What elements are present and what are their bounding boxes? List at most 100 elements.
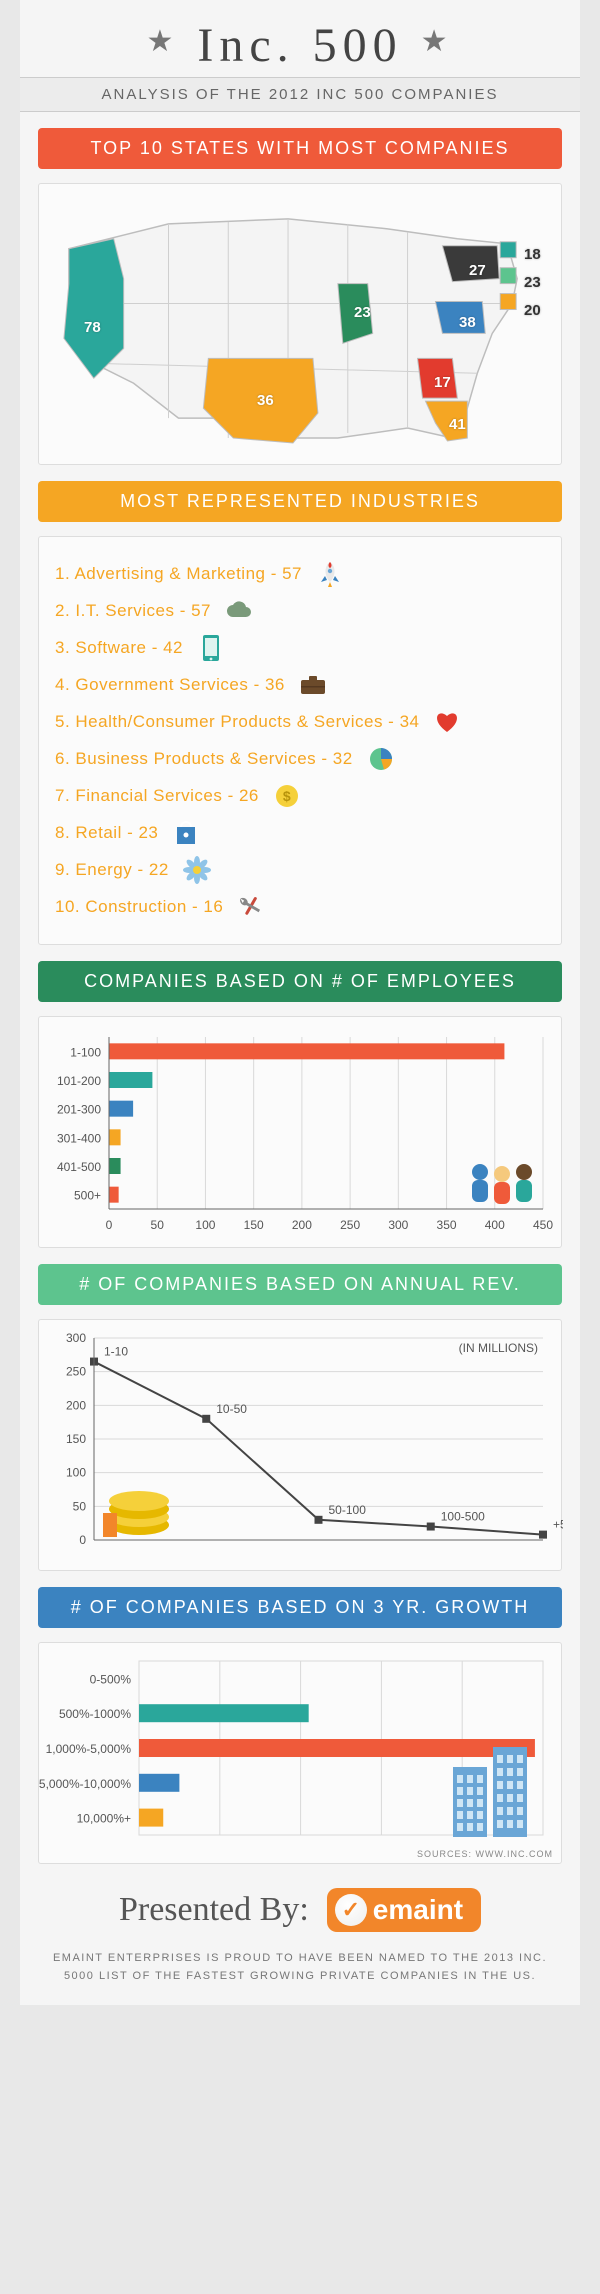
map-value-il: 23 xyxy=(354,304,371,321)
svg-text:5,000%-10,000%: 5,000%-10,000% xyxy=(39,1777,131,1791)
industry-row: 5. Health/Consumer Products & Services -… xyxy=(55,708,545,736)
svg-text:(IN MILLIONS): (IN MILLIONS) xyxy=(459,1341,538,1355)
svg-text:1-10: 1-10 xyxy=(104,1345,128,1359)
svg-text:350: 350 xyxy=(437,1218,457,1232)
industry-text: 6. Business Products & Services - 32 xyxy=(55,749,353,769)
svg-text:50: 50 xyxy=(73,1499,87,1513)
industry-text: 2. I.T. Services - 57 xyxy=(55,601,211,621)
check-icon: ✓ xyxy=(335,1894,367,1926)
svg-text:500%-1000%: 500%-1000% xyxy=(59,1707,131,1721)
svg-text:400: 400 xyxy=(485,1218,505,1232)
industries-list: 1. Advertising & Marketing - 57 2. I.T. … xyxy=(38,536,562,945)
growth-chart-svg: 0-500% 500%-1000% 1,000%-5,000% 5,000%-10,0… xyxy=(39,1643,563,1863)
svg-text:100-500: 100-500 xyxy=(441,1510,485,1524)
svg-text:150: 150 xyxy=(244,1218,264,1232)
industry-row: 9. Energy - 22 xyxy=(55,856,545,884)
map-value-va: 38 xyxy=(459,314,476,331)
subtitle: ANALYSIS OF THE 2012 INC 500 COMPANIES xyxy=(20,77,580,112)
rocket-icon xyxy=(316,560,344,588)
svg-text:401-500: 401-500 xyxy=(57,1160,101,1174)
svg-text:450: 450 xyxy=(533,1218,553,1232)
industry-row: 1. Advertising & Marketing - 57 xyxy=(55,560,545,588)
industry-text: 5. Health/Consumer Products & Services -… xyxy=(55,712,419,732)
phone-icon xyxy=(197,634,225,662)
svg-text:201-300: 201-300 xyxy=(57,1103,101,1117)
section-header-states: TOP 10 STATES WITH MOST COMPANIES xyxy=(38,128,562,169)
industry-text: 4. Government Services - 36 xyxy=(55,675,285,695)
svg-text:0: 0 xyxy=(106,1218,113,1232)
industry-text: 9. Energy - 22 xyxy=(55,860,169,880)
industry-text: 1. Advertising & Marketing - 57 xyxy=(55,564,302,584)
map-value-md: 20 xyxy=(524,302,541,319)
us-map: 78 36 23 17 41 38 27 18 23 20 xyxy=(38,183,562,465)
presented-by-label: Presented By: xyxy=(119,1891,309,1929)
map-value-nj: 23 xyxy=(524,274,541,291)
main-title: Inc. 500 xyxy=(197,19,402,72)
map-value-ny: 27 xyxy=(469,262,486,279)
us-map-svg xyxy=(39,184,561,463)
svg-text:50-100: 50-100 xyxy=(329,1503,367,1517)
svg-text:200: 200 xyxy=(292,1218,312,1232)
cloud-icon xyxy=(225,597,253,625)
industry-row: 10. Construction - 16 xyxy=(55,893,545,921)
flower-icon xyxy=(183,856,211,884)
industry-text: 3. Software - 42 xyxy=(55,638,183,658)
presented-by-row: Presented By: ✓ emaint xyxy=(38,1888,562,1932)
svg-text:200: 200 xyxy=(66,1398,86,1412)
svg-text:300: 300 xyxy=(66,1331,86,1345)
industry-text: 7. Financial Services - 26 xyxy=(55,786,259,806)
svg-text:101-200: 101-200 xyxy=(57,1074,101,1088)
map-value-ga: 17 xyxy=(434,374,451,391)
source-note: SOURCES: WWW.INC.COM xyxy=(417,1849,553,1859)
industry-row: 7. Financial Services - 26 $ xyxy=(55,782,545,810)
svg-text:50: 50 xyxy=(151,1218,165,1232)
tools-icon xyxy=(237,893,265,921)
svg-text:100: 100 xyxy=(195,1218,215,1232)
industry-row: 4. Government Services - 36 xyxy=(55,671,545,699)
brand-name: emaint xyxy=(373,1894,463,1926)
employees-chart: 0 50 100 150 200 250 300 350 400 450 1-100 101-200 2… xyxy=(38,1016,562,1248)
svg-text:1-100: 1-100 xyxy=(70,1045,101,1059)
revenue-chart-svg: 0501001502002503001-1010-5050-100100-500… xyxy=(39,1320,563,1570)
svg-text:301-400: 301-400 xyxy=(57,1131,101,1145)
briefcase-icon xyxy=(299,671,327,699)
svg-text:10,000%+: 10,000%+ xyxy=(77,1812,131,1826)
main-title-row: ★ Inc. 500 ★ xyxy=(20,0,580,77)
svg-text:0: 0 xyxy=(79,1533,86,1547)
map-value-ma: 18 xyxy=(524,246,541,263)
revenue-chart: 0501001502002503001-1010-5050-100100-500… xyxy=(38,1319,562,1571)
star-icon: ★ xyxy=(421,25,454,58)
industry-text: 8. Retail - 23 xyxy=(55,823,158,843)
section-header-growth: # OF COMPANIES BASED ON 3 YR. GROWTH xyxy=(38,1587,562,1628)
industry-row: 3. Software - 42 xyxy=(55,634,545,662)
svg-text:300: 300 xyxy=(388,1218,408,1232)
svg-text:250: 250 xyxy=(66,1365,86,1379)
star-icon: ★ xyxy=(146,25,179,58)
section-header-employees: COMPANIES BASED ON # OF EMPLOYEES xyxy=(38,961,562,1002)
svg-text:$: $ xyxy=(283,788,291,804)
industry-row: 2. I.T. Services - 57 xyxy=(55,597,545,625)
svg-text:250: 250 xyxy=(340,1218,360,1232)
svg-text:500+: 500+ xyxy=(74,1189,101,1203)
svg-text:+500: +500 xyxy=(553,1518,563,1532)
svg-text:100: 100 xyxy=(66,1466,86,1480)
employees-chart-svg: 0 50 100 150 200 250 300 350 400 450 1-100 101-200 2… xyxy=(39,1017,563,1247)
pie-icon xyxy=(367,745,395,773)
coin-icon: $ xyxy=(273,782,301,810)
infographic-root: ★ Inc. 500 ★ ANALYSIS OF THE 2012 INC 50… xyxy=(20,0,580,2005)
section-header-industries: MOST REPRESENTED INDUSTRIES xyxy=(38,481,562,522)
svg-text:0-500%: 0-500% xyxy=(90,1672,132,1686)
map-value-ca: 78 xyxy=(84,319,101,336)
industry-row: 8. Retail - 23 xyxy=(55,819,545,847)
svg-text:1,000%-5,000%: 1,000%-5,000% xyxy=(46,1742,132,1756)
growth-chart: 0-500% 500%-1000% 1,000%-5,000% 5,000%-10,0… xyxy=(38,1642,562,1864)
bag-icon xyxy=(172,819,200,847)
industry-text: 10. Construction - 16 xyxy=(55,897,223,917)
footer-text: EMAINT ENTERPRISES IS PROUD TO HAVE BEEN… xyxy=(48,1950,552,1985)
svg-text:150: 150 xyxy=(66,1432,86,1446)
heart-icon xyxy=(433,708,461,736)
emaint-logo: ✓ emaint xyxy=(327,1888,481,1932)
section-header-revenue: # OF COMPANIES BASED ON ANNUAL REV. xyxy=(38,1264,562,1305)
map-value-fl: 41 xyxy=(449,416,466,433)
industry-row: 6. Business Products & Services - 32 xyxy=(55,745,545,773)
